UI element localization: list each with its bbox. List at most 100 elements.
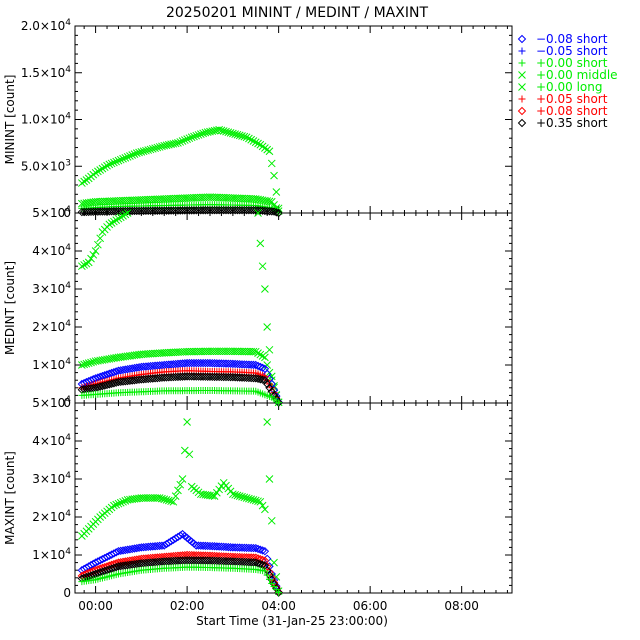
data-point: [121, 545, 130, 555]
data-point: [82, 176, 91, 184]
data-point: [262, 562, 272, 571]
data-point: [96, 166, 105, 174]
data-point: [105, 380, 114, 389]
data-point: [263, 361, 272, 369]
data-point: [84, 359, 93, 367]
data-point: [125, 364, 135, 374]
data-point: [208, 491, 217, 500]
legend-marker: [518, 59, 526, 67]
data-point: [258, 501, 267, 510]
data-point: [222, 127, 230, 136]
data-point: [110, 217, 118, 226]
data-point: [254, 349, 262, 357]
data-point: [155, 494, 164, 502]
data-point: [245, 134, 253, 143]
data-point: [251, 496, 260, 505]
data-point: [246, 360, 256, 369]
data-point: [91, 168, 100, 177]
data-point: [111, 548, 121, 557]
data-point: [214, 556, 224, 566]
data-point: [256, 545, 265, 554]
data-point: [242, 543, 251, 553]
data-point: [230, 359, 240, 369]
data-point: [98, 381, 107, 391]
data-point: [249, 496, 258, 504]
data-point: [185, 450, 194, 459]
data-point: [212, 556, 222, 566]
data-point: [180, 136, 189, 144]
data-point: [251, 195, 260, 203]
data-point: [162, 496, 171, 504]
data-point: [201, 541, 210, 551]
data-point: [237, 543, 247, 552]
data-point: [158, 494, 166, 503]
data-point: [226, 129, 235, 137]
data-point: [80, 261, 89, 269]
x-tick-label: 00:00: [78, 599, 113, 613]
data-point: [214, 542, 224, 551]
data-point: [265, 575, 273, 583]
data-point: [192, 358, 201, 368]
data-point: [267, 372, 276, 381]
data-point: [205, 541, 215, 551]
y-tick-label-minint: 1.5×104: [21, 65, 71, 80]
chart-title: 20250201 MININT / MEDINT / MAXINT: [166, 5, 428, 21]
data-point: [114, 499, 123, 508]
data-point: [137, 148, 146, 156]
data-point: [235, 492, 244, 500]
panel-frame-maxint: [74, 402, 513, 594]
data-point: [171, 139, 180, 148]
data-point: [196, 541, 206, 550]
data-point: [203, 556, 212, 565]
data-point: [210, 556, 219, 566]
data-point: [119, 211, 127, 220]
data-point: [249, 137, 258, 145]
data-point: [100, 163, 109, 172]
data-point: [127, 544, 137, 554]
data-point: [130, 544, 139, 553]
data-point: [244, 553, 254, 562]
data-point: [237, 557, 247, 567]
data-point: [253, 361, 263, 371]
data-point: [217, 359, 226, 368]
data-point: [249, 543, 258, 553]
data-point: [146, 145, 155, 154]
data-point: [111, 367, 121, 376]
data-point: [78, 179, 86, 187]
y-tick-label-minint: 0: [63, 206, 71, 220]
data-point: [247, 495, 256, 504]
data-point: [107, 368, 116, 378]
data-point: [267, 207, 276, 216]
data-point: [87, 254, 95, 263]
data-point: [201, 551, 210, 560]
data-point: [132, 149, 141, 158]
data-point: [256, 362, 265, 372]
x-tick-label: 08:00: [444, 599, 479, 613]
data-point: [256, 375, 265, 384]
data-point: [215, 485, 223, 494]
data-point: [164, 496, 173, 505]
data-point: [210, 542, 219, 551]
data-point: [157, 541, 167, 550]
data-point: [196, 130, 205, 139]
data-point: [119, 497, 127, 506]
data-point: [217, 542, 226, 551]
data-point: [107, 564, 116, 573]
data-point: [116, 366, 125, 375]
data-point: [155, 143, 164, 151]
data-point: [176, 480, 185, 489]
data-point: [217, 126, 226, 135]
data-point: [205, 551, 215, 560]
data-point: [261, 285, 269, 293]
legend-marker: [517, 34, 527, 44]
data-point: [116, 546, 125, 556]
data-point: [210, 359, 219, 368]
data-point: [198, 541, 208, 550]
y-tick-label-medint: 3×104: [32, 281, 71, 296]
data-point: [118, 546, 128, 555]
data-point: [242, 494, 251, 502]
data-point: [233, 359, 242, 369]
y-axis-label-maxint: MAXINT [count]: [3, 451, 17, 545]
legend-label: −0.05 short: [536, 44, 608, 58]
y-tick-label-maxint: 4×104: [32, 433, 71, 448]
